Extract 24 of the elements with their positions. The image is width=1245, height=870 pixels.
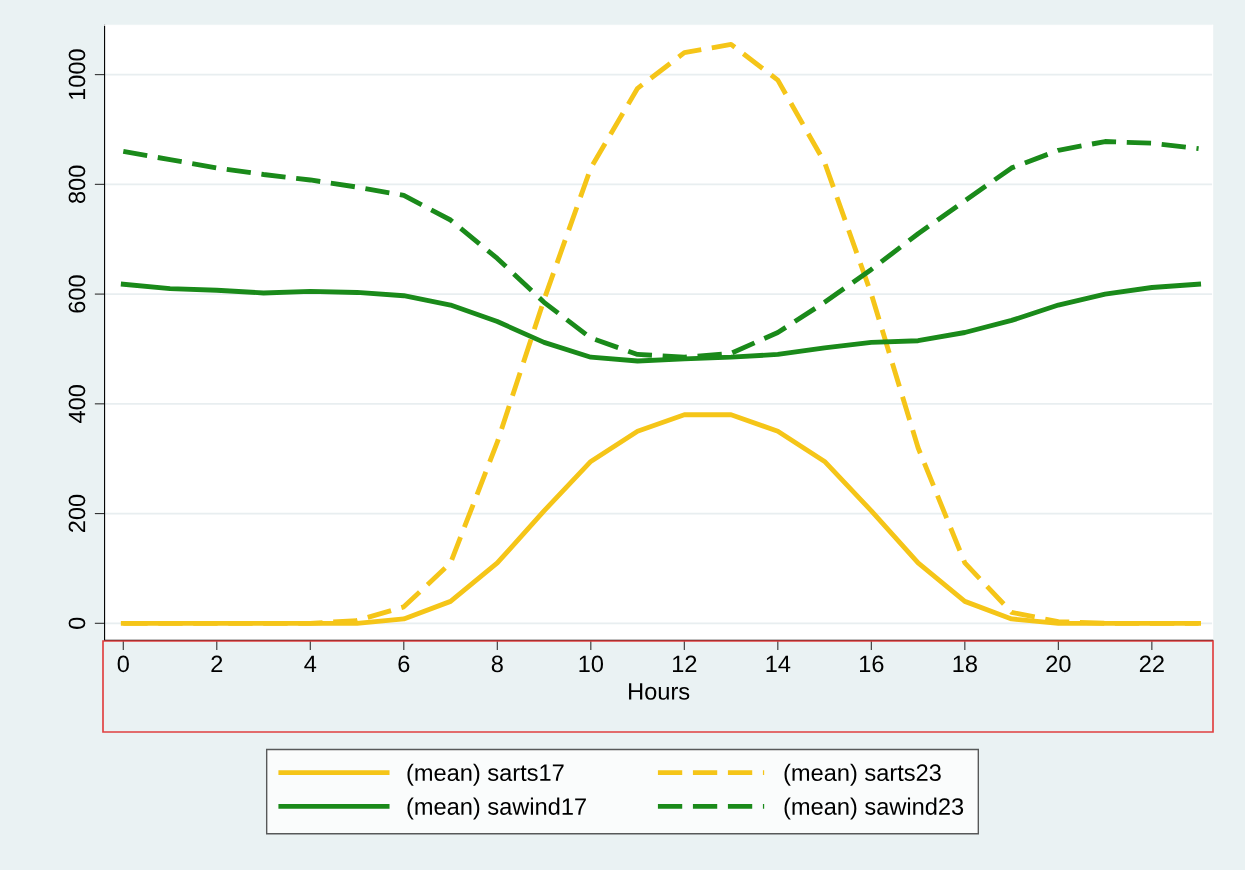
x-tick-label: 20 — [1046, 655, 1071, 673]
x-tick-label: 16 — [860, 655, 884, 673]
x-axis-title: Hours — [629, 683, 690, 700]
y-tick-label: 400 — [68, 385, 86, 423]
y-tick-label: 600 — [68, 275, 86, 313]
legend-label: (mean) sawind17 — [407, 797, 586, 820]
x-tick-label: 22 — [1139, 655, 1164, 673]
y-tick-label: 800 — [68, 165, 86, 204]
legend-label: (mean) sarts17 — [407, 763, 564, 786]
x-tick-label: 8 — [491, 655, 503, 673]
line-series — [120, 139, 1202, 360]
x-tick-label: 6 — [398, 655, 410, 673]
x-tick-label: 14 — [766, 655, 791, 673]
x-tick-label: 10 — [579, 655, 604, 673]
y-tick-label: 200 — [68, 494, 86, 533]
y-tick-label: 1000 — [68, 49, 86, 100]
x-tick-label: 2 — [211, 655, 223, 673]
x-tick-label: 12 — [672, 655, 697, 673]
y-tick-label: 0 — [68, 617, 86, 629]
x-tick-label: 0 — [117, 655, 129, 673]
x-tick-label: 4 — [304, 655, 317, 673]
x-tick-label: 18 — [953, 655, 977, 673]
legend-label: (mean) sarts23 — [784, 763, 941, 786]
legend-label: (mean) sawind23 — [784, 797, 964, 820]
